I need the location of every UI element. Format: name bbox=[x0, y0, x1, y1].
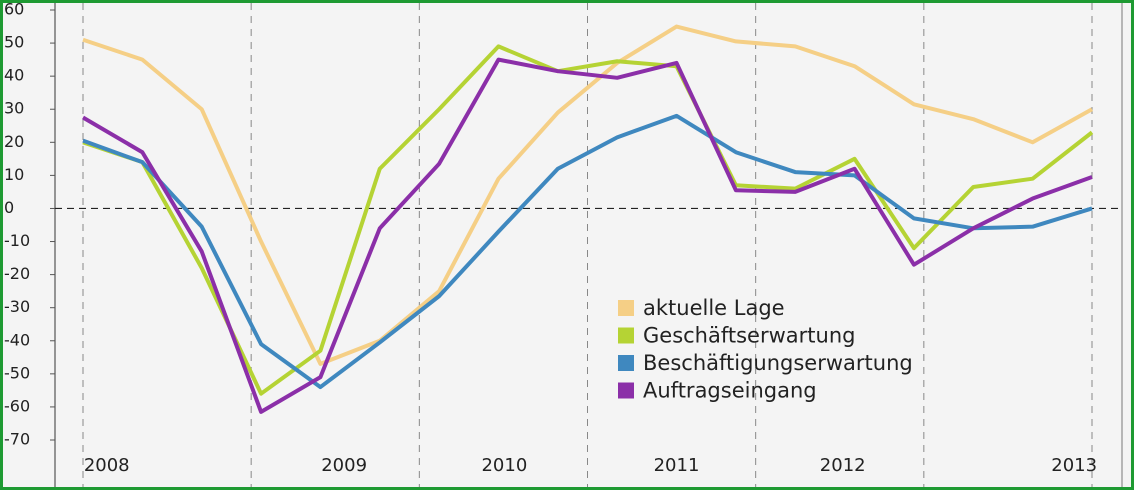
y-tick-label: -40 bbox=[4, 330, 30, 349]
y-tick-label: 40 bbox=[4, 66, 24, 85]
legend-label: Beschäftigungserwartung bbox=[643, 351, 913, 375]
x-tick-label: 2013 bbox=[1051, 455, 1097, 476]
legend-label: Auftragseingang bbox=[643, 379, 817, 403]
lines bbox=[81, 24, 1094, 414]
legend-label: aktuelle Lage bbox=[643, 296, 785, 320]
y-tick-label: 20 bbox=[4, 132, 24, 151]
series-line bbox=[82, 44, 1094, 396]
y-tick-label: 60 bbox=[4, 0, 24, 19]
y-tick-label: -60 bbox=[4, 396, 30, 415]
y-tick-label: -30 bbox=[4, 297, 30, 316]
y-tick-label: -50 bbox=[4, 363, 30, 382]
legend-swatch bbox=[618, 327, 634, 344]
legend-swatch bbox=[618, 382, 634, 399]
y-tick-label: -20 bbox=[4, 264, 30, 283]
y-tick-label: 50 bbox=[4, 33, 24, 52]
legend-swatch bbox=[618, 355, 634, 371]
legend-swatch bbox=[618, 300, 634, 316]
legend: aktuelle Lage Geschäftserwartung Beschäfti… bbox=[618, 296, 913, 403]
series-line bbox=[82, 24, 1093, 366]
legend-label: Geschäftserwartung bbox=[643, 324, 855, 348]
y-tick-label: -10 bbox=[4, 231, 30, 250]
x-tick-label: 2008 bbox=[84, 455, 130, 476]
y-tick-label: 0 bbox=[4, 198, 14, 217]
x-tick-label: 2011 bbox=[654, 455, 700, 476]
x-tick-label: 2010 bbox=[481, 455, 527, 476]
x-tick-label: 2012 bbox=[820, 455, 866, 476]
x-tick-label: 2009 bbox=[321, 455, 367, 476]
series-line bbox=[81, 57, 1093, 414]
y-tick-label: 30 bbox=[4, 99, 24, 118]
y-tick-label: -70 bbox=[4, 430, 30, 449]
series-line bbox=[82, 113, 1093, 390]
y-tick-label: 10 bbox=[4, 165, 24, 184]
